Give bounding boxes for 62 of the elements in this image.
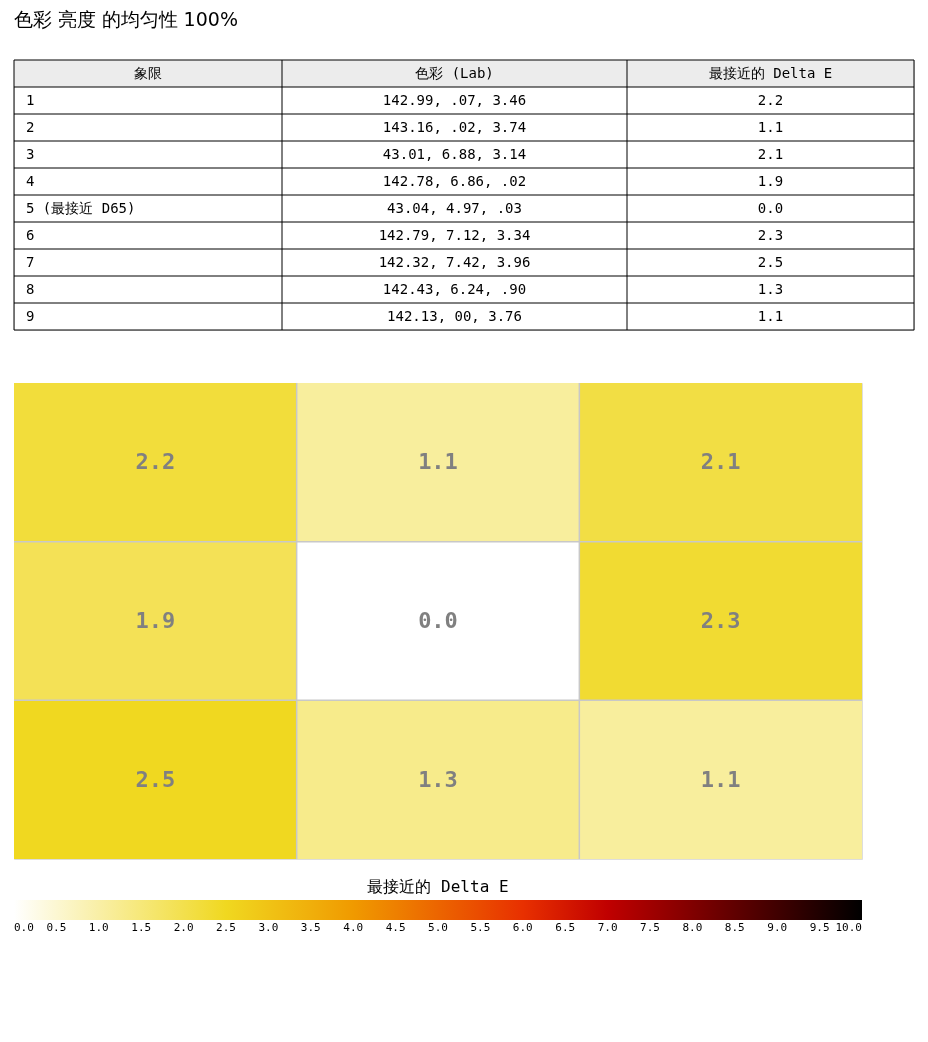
color-bar-label: 3.5 bbox=[300, 921, 321, 934]
color-bar-label: 3.0 bbox=[258, 921, 279, 934]
color-bar-label: 7.5 bbox=[640, 921, 660, 934]
color-bar-label: 2.0 bbox=[173, 921, 194, 934]
color-bar-label: 4.5 bbox=[385, 921, 406, 934]
text: 1.1 bbox=[757, 307, 784, 324]
text: 5 (最接近 D65) bbox=[26, 199, 136, 216]
data-label: 1.1 bbox=[418, 449, 458, 475]
text: 143.16, .02, 3.74 bbox=[382, 118, 527, 135]
color-bar-title: 最接近的 Delta E bbox=[367, 877, 509, 896]
color-bar-label: 5.5 bbox=[470, 921, 491, 934]
color-bar-label: 6.0 bbox=[512, 921, 533, 934]
data-label: 0.0 bbox=[418, 608, 458, 633]
color-bar-label: 4.0 bbox=[343, 921, 364, 934]
text: 0.0 bbox=[757, 199, 784, 216]
color-bar-label: 1.0 bbox=[88, 921, 109, 934]
color-bar-label: 9.5 bbox=[809, 921, 830, 934]
color-bar-label: 9.0 bbox=[767, 921, 788, 934]
text: 2 bbox=[26, 118, 35, 135]
text: 142.13, 00, 3.76 bbox=[387, 307, 522, 324]
text: 3 bbox=[26, 145, 35, 162]
color-bar-label: 8.5 bbox=[724, 921, 745, 934]
text: 2.3 bbox=[757, 226, 784, 243]
data-label: 2.5 bbox=[135, 766, 176, 792]
text: 142.78, 6.86, .02 bbox=[382, 172, 527, 189]
color-bar-label: 0.5 bbox=[46, 921, 67, 934]
text: 4 bbox=[26, 172, 35, 189]
text: 1.9 bbox=[757, 172, 784, 189]
text: 142.32, 7.42, 3.96 bbox=[378, 253, 531, 270]
text: 1.3 bbox=[757, 280, 784, 297]
text: 7 bbox=[26, 253, 35, 270]
text: 8 bbox=[26, 280, 35, 297]
text: 1.1 bbox=[757, 118, 784, 135]
data-label: 2.2 bbox=[135, 449, 176, 475]
color-bar-label: 5.0 bbox=[428, 921, 448, 934]
text: 142.79, 7.12, 3.34 bbox=[378, 226, 531, 243]
text: 9 bbox=[26, 307, 35, 324]
text: 6 bbox=[26, 226, 35, 243]
data-label: 1.9 bbox=[135, 608, 176, 633]
data-label: 2.1 bbox=[700, 449, 741, 475]
text: 142.43, 6.24, .90 bbox=[382, 280, 527, 297]
color-bar-label: 1.5 bbox=[131, 921, 152, 934]
color-bar-label: 2.5 bbox=[216, 921, 236, 934]
data-label: 1.1 bbox=[700, 766, 741, 792]
color-bar-label: 6.5 bbox=[555, 921, 576, 934]
text: 最接近的 Delta E bbox=[708, 64, 833, 81]
text: 142.99, .07, 3.46 bbox=[382, 91, 527, 108]
text: 2.5 bbox=[757, 253, 784, 270]
text: 2.2 bbox=[757, 91, 784, 108]
color-bar-label: 0.0 bbox=[14, 921, 34, 934]
text: 色彩 亮度 的均匀性 100% bbox=[13, 7, 238, 30]
text: 43.04, 4.97, .03 bbox=[387, 199, 522, 216]
text: 色彩 (Lab) bbox=[415, 64, 494, 81]
text: 1 bbox=[26, 91, 35, 108]
data-label: 2.3 bbox=[700, 608, 741, 633]
data-label: 1.3 bbox=[418, 766, 458, 792]
color-bar-label: 8.0 bbox=[682, 921, 703, 934]
color-bar-label: 7.0 bbox=[597, 921, 618, 934]
text: 43.01, 6.88, 3.14 bbox=[382, 145, 527, 162]
text: 2.1 bbox=[757, 145, 784, 162]
color-bar-label: 10.0 bbox=[835, 921, 862, 934]
text: 象限 bbox=[134, 64, 162, 81]
